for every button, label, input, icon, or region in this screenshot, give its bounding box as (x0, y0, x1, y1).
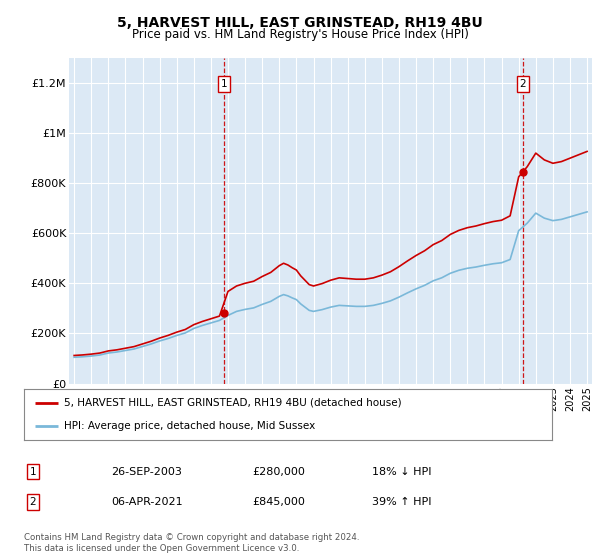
Text: Price paid vs. HM Land Registry's House Price Index (HPI): Price paid vs. HM Land Registry's House … (131, 28, 469, 41)
Text: Contains HM Land Registry data © Crown copyright and database right 2024.
This d: Contains HM Land Registry data © Crown c… (24, 533, 359, 553)
Text: HPI: Average price, detached house, Mid Sussex: HPI: Average price, detached house, Mid … (64, 421, 315, 431)
Text: 2: 2 (29, 497, 37, 507)
Text: 26-SEP-2003: 26-SEP-2003 (111, 466, 182, 477)
Text: 39% ↑ HPI: 39% ↑ HPI (372, 497, 431, 507)
Text: 2: 2 (520, 79, 526, 89)
Text: 06-APR-2021: 06-APR-2021 (111, 497, 182, 507)
Text: £845,000: £845,000 (252, 497, 305, 507)
Text: 1: 1 (29, 466, 37, 477)
Text: £280,000: £280,000 (252, 466, 305, 477)
Text: 1: 1 (220, 79, 227, 89)
Text: 5, HARVEST HILL, EAST GRINSTEAD, RH19 4BU (detached house): 5, HARVEST HILL, EAST GRINSTEAD, RH19 4B… (64, 398, 401, 408)
Text: 5, HARVEST HILL, EAST GRINSTEAD, RH19 4BU: 5, HARVEST HILL, EAST GRINSTEAD, RH19 4B… (117, 16, 483, 30)
Text: 18% ↓ HPI: 18% ↓ HPI (372, 466, 431, 477)
